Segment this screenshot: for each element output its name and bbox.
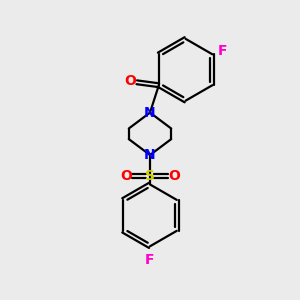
Text: O: O [124, 74, 136, 88]
Text: F: F [218, 44, 227, 58]
Text: N: N [144, 148, 156, 162]
Text: O: O [120, 169, 132, 183]
Text: O: O [168, 169, 180, 183]
Text: F: F [145, 253, 155, 267]
Text: S: S [145, 169, 155, 183]
Text: N: N [144, 106, 156, 120]
